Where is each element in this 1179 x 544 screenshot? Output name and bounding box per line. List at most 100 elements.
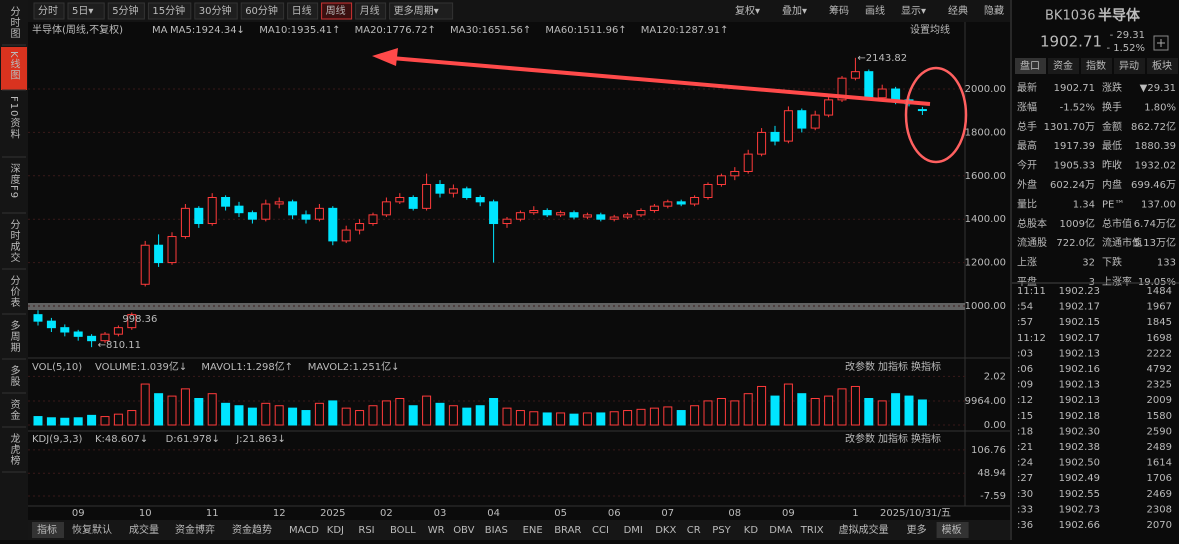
tool-label[interactable]: 显示▾ <box>901 5 926 17</box>
tab[interactable] <box>448 522 477 538</box>
tab-label[interactable]: 模板 <box>942 523 962 536</box>
tab[interactable] <box>227 522 281 538</box>
quote-tab-label[interactable]: 盘口 <box>1020 59 1040 72</box>
period-label[interactable]: 更多周期▾ <box>394 4 439 17</box>
tab[interactable] <box>681 522 705 538</box>
tab[interactable] <box>707 522 736 538</box>
tool-label[interactable]: 隐藏 <box>984 5 1004 17</box>
panel-tool[interactable]: 改参数 <box>845 360 875 373</box>
panel-tool[interactable]: 加指标 <box>878 432 908 445</box>
quote-tab-label[interactable]: 资金 <box>1053 59 1073 72</box>
period-label[interactable]: 分时 <box>38 5 58 17</box>
tab[interactable] <box>833 522 899 538</box>
period-label[interactable]: 5日▾ <box>72 6 93 17</box>
tab[interactable] <box>650 522 679 538</box>
quote-tab[interactable] <box>1015 58 1046 74</box>
tab-label[interactable]: BOLL <box>390 525 416 536</box>
tool-label[interactable]: 复权▾ <box>735 4 760 17</box>
period-button[interactable] <box>194 2 238 20</box>
tab-label[interactable]: KD <box>744 525 759 536</box>
panel-tool[interactable]: 换指标 <box>911 432 941 445</box>
period-button[interactable] <box>321 2 353 20</box>
tab[interactable] <box>170 522 224 538</box>
quote-tab[interactable] <box>1147 58 1178 74</box>
quote-tab[interactable] <box>1081 58 1112 74</box>
tab-label[interactable]: 更多 <box>907 523 927 536</box>
sidebar-item[interactable]: 深度F9 <box>8 163 20 199</box>
sidebar-item[interactable]: F10资料 <box>8 96 20 139</box>
sidebar-item[interactable]: 多股 <box>8 364 20 387</box>
tab-label[interactable]: 资金博弈 <box>175 523 215 536</box>
tab-label[interactable]: 成交量 <box>129 523 159 536</box>
sidebar-item[interactable]: 多周期 <box>8 319 20 353</box>
tab[interactable] <box>618 522 648 538</box>
quote-tab[interactable] <box>1048 58 1079 74</box>
period-button[interactable] <box>33 2 65 20</box>
tab[interactable] <box>901 522 934 538</box>
period-button[interactable] <box>147 2 192 20</box>
period-button[interactable] <box>287 2 319 20</box>
add-button[interactable] <box>1153 35 1169 51</box>
sidebar-item[interactable]: 龙虎榜 <box>8 432 20 466</box>
tab-label[interactable]: BRAR <box>554 525 581 536</box>
tab[interactable] <box>517 522 547 538</box>
ma-settings[interactable]: 设置均线 <box>910 23 950 36</box>
tool-label[interactable]: 筹码 <box>829 4 849 17</box>
panel-tool[interactable]: 改参数 <box>845 432 875 445</box>
tab[interactable] <box>353 522 382 538</box>
tab-label[interactable]: TRIX <box>800 525 824 536</box>
tab[interactable] <box>936 522 969 538</box>
tab[interactable] <box>385 522 420 538</box>
sidebar-item[interactable]: 分时成交 <box>8 219 20 263</box>
tab-label[interactable]: 资金趋势 <box>232 523 272 536</box>
tab[interactable] <box>479 522 515 538</box>
tab-label[interactable]: 指标 <box>37 523 57 536</box>
period-label[interactable]: 周线 <box>326 4 346 17</box>
period-label[interactable]: 60分钟 <box>245 4 278 17</box>
sidebar-item[interactable]: 分价表 <box>8 275 20 308</box>
tab-label[interactable]: BIAS <box>485 525 508 536</box>
tab-label[interactable]: WR <box>428 525 445 536</box>
tab-label[interactable]: CR <box>687 525 701 536</box>
tool-label[interactable]: 经典 <box>948 4 968 17</box>
panel-tool[interactable]: 换指标 <box>911 360 941 373</box>
quote-tab-label[interactable]: 板块 <box>1152 59 1172 72</box>
tab-label[interactable]: 虚拟成交量 <box>839 523 889 536</box>
sidebar-item[interactable]: K线图 <box>8 51 20 81</box>
tab-label[interactable]: KDJ <box>327 525 344 536</box>
tab-label[interactable]: CCI <box>592 525 609 536</box>
quote-tab-label[interactable]: 异动 <box>1119 60 1139 72</box>
tab[interactable] <box>32 522 64 538</box>
tab-label[interactable]: 恢复默认 <box>72 523 112 536</box>
tab[interactable] <box>795 522 831 538</box>
tab-label[interactable]: DMA <box>769 525 792 536</box>
tab[interactable] <box>321 522 351 538</box>
period-label[interactable]: 5分钟 <box>112 4 138 17</box>
tool-label[interactable]: 画线 <box>865 4 885 17</box>
period-button[interactable] <box>107 2 145 20</box>
panel-tool[interactable]: 加指标 <box>878 360 908 373</box>
tab[interactable] <box>587 522 616 538</box>
tool-label[interactable]: 叠加▾ <box>782 5 807 17</box>
sidebar-item[interactable]: 分时图 <box>8 6 20 39</box>
tab[interactable] <box>738 522 762 538</box>
tab-label[interactable]: DKX <box>655 525 676 536</box>
tab-label[interactable]: DMI <box>624 525 643 536</box>
period-label[interactable]: 月线 <box>360 4 380 17</box>
tab[interactable] <box>764 522 793 538</box>
period-button[interactable] <box>355 2 387 20</box>
tab[interactable] <box>549 522 584 538</box>
tab[interactable] <box>67 522 121 538</box>
sidebar-item[interactable]: 资金 <box>8 399 20 421</box>
tab[interactable] <box>422 522 446 538</box>
tab-label[interactable]: ENE <box>523 525 543 536</box>
period-label[interactable]: 15分钟 <box>152 4 185 17</box>
tab[interactable] <box>284 522 319 538</box>
period-label[interactable]: 日线 <box>292 4 312 17</box>
tab-label[interactable]: OBV <box>453 525 474 536</box>
tab-label[interactable]: RSI <box>358 525 374 536</box>
tab-label[interactable]: PSY <box>712 525 731 536</box>
period-label[interactable]: 30分钟 <box>199 4 232 17</box>
tab-label[interactable]: MACD <box>289 525 319 536</box>
quote-tab-label[interactable]: 指数 <box>1086 59 1106 72</box>
